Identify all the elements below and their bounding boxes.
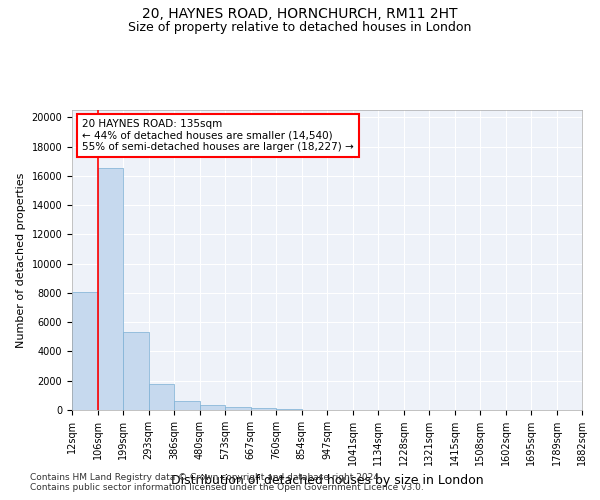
Bar (199, 406, 225, 410)
Text: Contains public sector information licensed under the Open Government Licence v3: Contains public sector information licen… (30, 484, 424, 492)
Text: 20 HAYNES ROAD: 135sqm
← 44% of detached houses are smaller (14,540)
55% of semi: 20 HAYNES ROAD: 135sqm ← 44% of detached… (82, 119, 354, 152)
Bar (251, 408, 276, 410)
Bar (276, 408, 302, 410)
Bar (97, 168, 123, 410)
Text: 20, HAYNES ROAD, HORNCHURCH, RM11 2HT: 20, HAYNES ROAD, HORNCHURCH, RM11 2HT (142, 8, 458, 22)
Bar (225, 408, 251, 410)
Bar (123, 332, 149, 410)
Text: Contains HM Land Registry data © Crown copyright and database right 2024.: Contains HM Land Registry data © Crown c… (30, 474, 382, 482)
Bar (174, 401, 199, 410)
Y-axis label: Number of detached properties: Number of detached properties (16, 172, 26, 348)
Text: Size of property relative to detached houses in London: Size of property relative to detached ho… (128, 21, 472, 34)
X-axis label: Distribution of detached houses by size in London: Distribution of detached houses by size … (170, 474, 484, 486)
Bar (72, 292, 97, 410)
Bar (149, 384, 174, 410)
